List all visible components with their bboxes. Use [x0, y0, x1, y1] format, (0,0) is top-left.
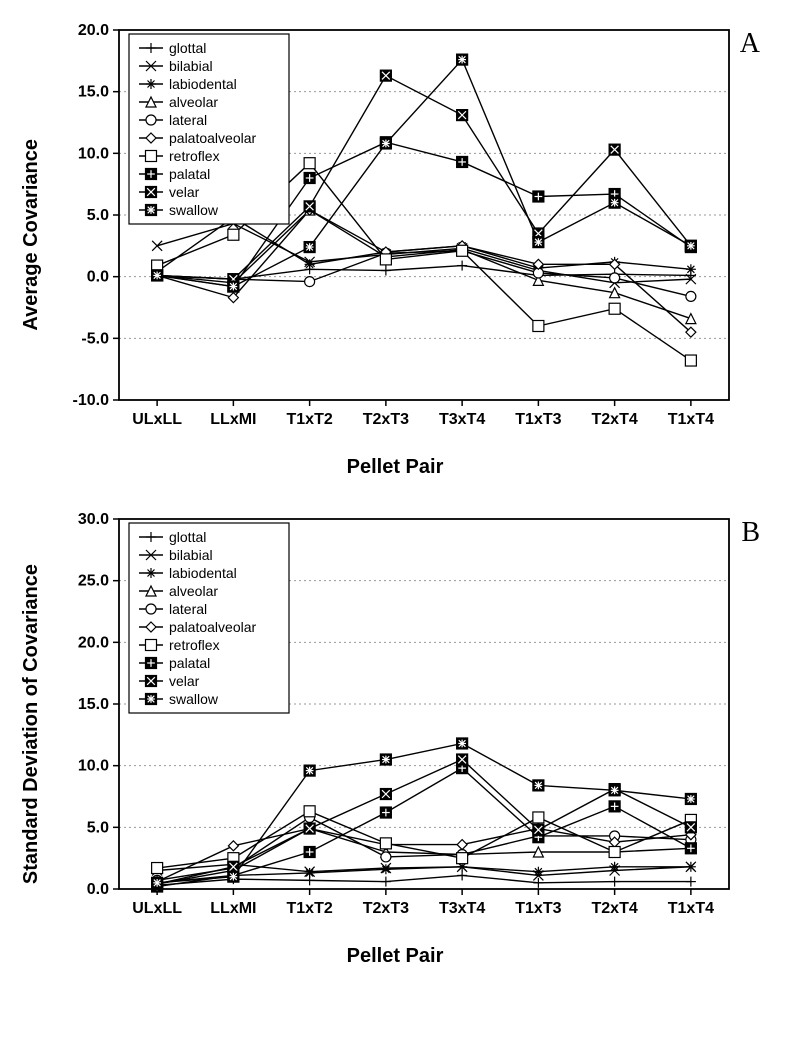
- legend-label: velar: [169, 184, 200, 200]
- legend-label: alveolar: [169, 94, 218, 110]
- panel-label: A: [740, 28, 760, 60]
- x-tick-label: T1xT4: [668, 900, 714, 917]
- x-tick-label: T2xT3: [363, 411, 409, 428]
- x-tick-label: LLxMI: [210, 411, 256, 428]
- x-tick-label: T2xT3: [363, 900, 409, 917]
- y-tick-label: 30.0: [78, 511, 109, 528]
- y-tick-label: 20.0: [78, 22, 109, 39]
- x-axis-label: Pellet Pair: [90, 456, 700, 479]
- chart-svg: -10.0 -5.0 0.0 5.0 10.0 15.0 20.0 ULxLL LLxMI T1x…: [49, 20, 749, 450]
- legend-label: swallow: [169, 691, 219, 707]
- panel-a: Average Covariance -10.0 -5.0 0.0 5.0 10.0 15.…: [20, 20, 780, 479]
- x-tick-label: T1xT2: [287, 411, 333, 428]
- y-tick-label: 5.0: [87, 207, 109, 224]
- panel-b: Standard Deviation of Covariance 0.0 5.0 10…: [20, 509, 780, 968]
- y-tick-label: 10.0: [78, 145, 109, 162]
- y-tick-label: 15.0: [78, 84, 109, 101]
- x-tick-label: T3xT4: [439, 411, 485, 428]
- x-tick-label: T1xT3: [515, 900, 561, 917]
- legend-label: retroflex: [169, 637, 220, 653]
- x-axis-label: Pellet Pair: [90, 945, 700, 968]
- y-tick-label: 10.0: [78, 758, 109, 775]
- x-tick-label: T3xT4: [439, 900, 485, 917]
- legend-label: lateral: [169, 601, 207, 617]
- y-tick-label: -10.0: [73, 392, 110, 409]
- y-axis-label: Average Covariance: [20, 139, 43, 331]
- legend-label: labiodental: [169, 565, 237, 581]
- x-tick-label: T2xT4: [592, 900, 638, 917]
- panel-label: B: [741, 517, 760, 549]
- figure: Average Covariance -10.0 -5.0 0.0 5.0 10.0 15.…: [20, 20, 780, 968]
- legend-label: lateral: [169, 112, 207, 128]
- legend-label: glottal: [169, 40, 206, 56]
- x-tick-label: ULxLL: [132, 900, 182, 917]
- legend-label: palatoalveolar: [169, 130, 257, 146]
- y-tick-label: 25.0: [78, 573, 109, 590]
- legend-label: alveolar: [169, 583, 218, 599]
- y-tick-label: 15.0: [78, 696, 109, 713]
- legend-label: swallow: [169, 202, 219, 218]
- x-tick-label: LLxMI: [210, 900, 256, 917]
- y-axis-label: Standard Deviation of Covariance: [20, 564, 43, 884]
- legend-label: glottal: [169, 529, 206, 545]
- legend-label: palatal: [169, 166, 210, 182]
- y-tick-label: -5.0: [81, 330, 109, 347]
- x-tick-label: T1xT3: [515, 411, 561, 428]
- x-tick-label: T1xT2: [287, 900, 333, 917]
- legend-label: bilabial: [169, 58, 213, 74]
- y-tick-label: 20.0: [78, 634, 109, 651]
- y-tick-label: 0.0: [87, 881, 109, 898]
- legend-label: retroflex: [169, 148, 220, 164]
- y-tick-label: 5.0: [87, 819, 109, 836]
- chart-svg: 0.0 5.0 10.0 15.0 20.0 25.0 30.0 ULxLL LLxMI T1xT…: [49, 509, 749, 939]
- x-tick-label: T1xT4: [668, 411, 714, 428]
- x-tick-label: ULxLL: [132, 411, 182, 428]
- legend-label: palatal: [169, 655, 210, 671]
- legend-label: labiodental: [169, 76, 237, 92]
- legend-label: bilabial: [169, 547, 213, 563]
- y-tick-label: 0.0: [87, 269, 109, 286]
- x-tick-label: T2xT4: [592, 411, 638, 428]
- legend-label: palatoalveolar: [169, 619, 257, 635]
- legend-label: velar: [169, 673, 200, 689]
